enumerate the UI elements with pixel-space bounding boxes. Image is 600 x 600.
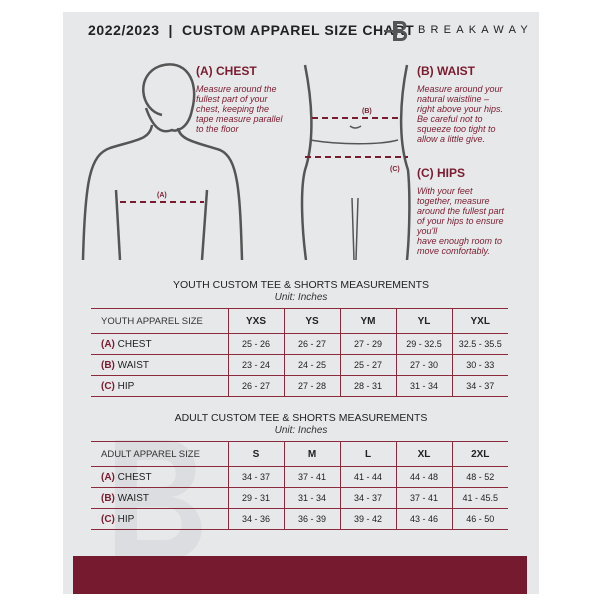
measurement-letter: (A)	[101, 338, 115, 350]
youth-table-title: YOUTH CUSTOM TEE & SHORTS MEASUREMENTS	[172, 279, 430, 291]
table-row: (C) HIP 34 - 36 36 - 39 39 - 42 43 - 46 46 - …	[91, 508, 508, 530]
measurement-cell: 36 - 39	[283, 508, 340, 530]
measurement-cell: 37 - 41	[395, 487, 452, 509]
measurement-label: (A) CHEST	[91, 466, 228, 488]
size-header: YOUTH APPAREL SIZE	[91, 308, 228, 334]
measurement-name: HIP	[117, 513, 135, 525]
measurement-name: WAIST	[117, 492, 149, 504]
youth-size-table: YOUTH APPAREL SIZE YXS YS YM YL YXL (A) CHEST 2…	[91, 308, 508, 397]
measurement-cell: 29 - 31	[227, 487, 284, 509]
measurement-cell: 23 - 24	[227, 354, 284, 376]
page-title: 2022/2023 | CUSTOM APPAREL SIZE CHART	[88, 22, 415, 38]
measurement-cell: 34 - 37	[451, 375, 508, 397]
size-column-header: S	[227, 441, 284, 467]
measurement-cell: 43 - 46	[395, 508, 452, 530]
table-row: (C) HIP 26 - 27 27 - 28 28 - 31 31 - 34 34 - …	[91, 375, 508, 397]
measurement-name: HIP	[117, 380, 135, 392]
measurement-letter: (C)	[101, 380, 115, 392]
measurement-cell: 34 - 36	[227, 508, 284, 530]
adult-unit: Unit: Inches	[274, 425, 328, 436]
size-column-header: M	[283, 441, 340, 467]
table-row: (B) WAIST 29 - 31 31 - 34 34 - 37 37 - 41 41 …	[91, 487, 508, 509]
chest-marker: (A)	[157, 192, 167, 199]
measurement-cell: 27 - 29	[339, 333, 396, 355]
measurement-cell: 37 - 41	[283, 466, 340, 488]
measurement-cell: 48 - 52	[451, 466, 508, 488]
measurement-cell: 26 - 27	[283, 333, 340, 355]
measurement-cell: 46 - 50	[451, 508, 508, 530]
size-header: ADULT APPAREL SIZE	[91, 441, 228, 467]
table-row: (A) CHEST 34 - 37 37 - 41 41 - 44 44 - 48 48 …	[91, 466, 508, 488]
waist-marker: (B)	[362, 108, 372, 115]
measurement-label: (C) HIP	[91, 375, 228, 397]
size-column-header: 2XL	[451, 441, 508, 467]
measurement-cell: 31 - 34	[395, 375, 452, 397]
measurement-cell: 39 - 42	[339, 508, 396, 530]
measurement-cell: 26 - 27	[227, 375, 284, 397]
size-column-header: YL	[395, 308, 452, 334]
measurement-cell: 34 - 37	[227, 466, 284, 488]
measurement-name: WAIST	[117, 359, 149, 371]
measurement-name: CHEST	[117, 338, 152, 350]
size-column-header: YXL	[451, 308, 508, 334]
measurement-name: CHEST	[117, 471, 152, 483]
chest-description: Measure around the fullest part of your ch…	[196, 84, 283, 134]
brand-name: BREAKAWAY	[418, 24, 533, 36]
youth-unit: Unit: Inches	[274, 292, 328, 303]
size-column-header: YS	[283, 308, 340, 334]
measurement-letter: (C)	[101, 513, 115, 525]
measurement-cell: 25 - 27	[339, 354, 396, 376]
measurement-cell: 41 - 44	[339, 466, 396, 488]
measurement-letter: (B)	[101, 359, 115, 371]
size-column-header: YM	[339, 308, 396, 334]
measurement-cell: 27 - 28	[283, 375, 340, 397]
body-illustration: (A) (B) (C)	[81, 63, 411, 260]
table-header-row: YOUTH APPAREL SIZE YXS YS YM YL YXL	[91, 308, 508, 334]
size-column-header: L	[339, 441, 396, 467]
table-header-row: ADULT APPAREL SIZE S M L XL 2XL	[91, 441, 508, 467]
waist-figure	[300, 64, 411, 260]
hips-description: With your feet together, measure around th…	[417, 186, 505, 256]
measurement-label: (B) WAIST	[91, 354, 228, 376]
adult-size-table: ADULT APPAREL SIZE S M L XL 2XL (A) CHEST 34 - …	[91, 441, 508, 530]
adult-table-title: ADULT CUSTOM TEE & SHORTS MEASUREMENTS	[174, 412, 428, 424]
chest-figure	[81, 63, 244, 260]
breakaway-logo-icon	[384, 21, 408, 41]
chest-heading: (A) CHEST	[196, 64, 257, 78]
table-row: (B) WAIST 23 - 24 24 - 25 25 - 27 27 - 30 30 …	[91, 354, 508, 376]
measurement-cell: 25 - 26	[227, 333, 284, 355]
measurement-cell: 30 - 33	[451, 354, 508, 376]
waist-description: Measure around your natural waistline – ri…	[417, 84, 504, 144]
measurement-label: (A) CHEST	[91, 333, 228, 355]
hips-heading: (C) HIPS	[417, 166, 465, 180]
measurement-cell: 24 - 25	[283, 354, 340, 376]
measurement-cell: 29 - 32.5	[395, 333, 452, 355]
footer-band	[73, 556, 527, 594]
measurement-letter: (A)	[101, 471, 115, 483]
size-column-header: YXS	[227, 308, 284, 334]
measurement-label: (B) WAIST	[91, 487, 228, 509]
size-column-header: XL	[395, 441, 452, 467]
measurement-cell: 44 - 48	[395, 466, 452, 488]
measurement-cell: 41 - 45.5	[451, 487, 508, 509]
measurement-cell: 28 - 31	[339, 375, 396, 397]
waist-heading: (B) WAIST	[417, 64, 475, 78]
measurement-letter: (B)	[101, 492, 115, 504]
table-row: (A) CHEST 25 - 26 26 - 27 27 - 29 29 - 32.5 3…	[91, 333, 508, 355]
measurement-cell: 27 - 30	[395, 354, 452, 376]
measurement-cell: 34 - 37	[339, 487, 396, 509]
measurement-cell: 32.5 - 35.5	[451, 333, 508, 355]
measurement-label: (C) HIP	[91, 508, 228, 530]
measurement-cell: 31 - 34	[283, 487, 340, 509]
hip-marker: (C)	[390, 166, 400, 173]
